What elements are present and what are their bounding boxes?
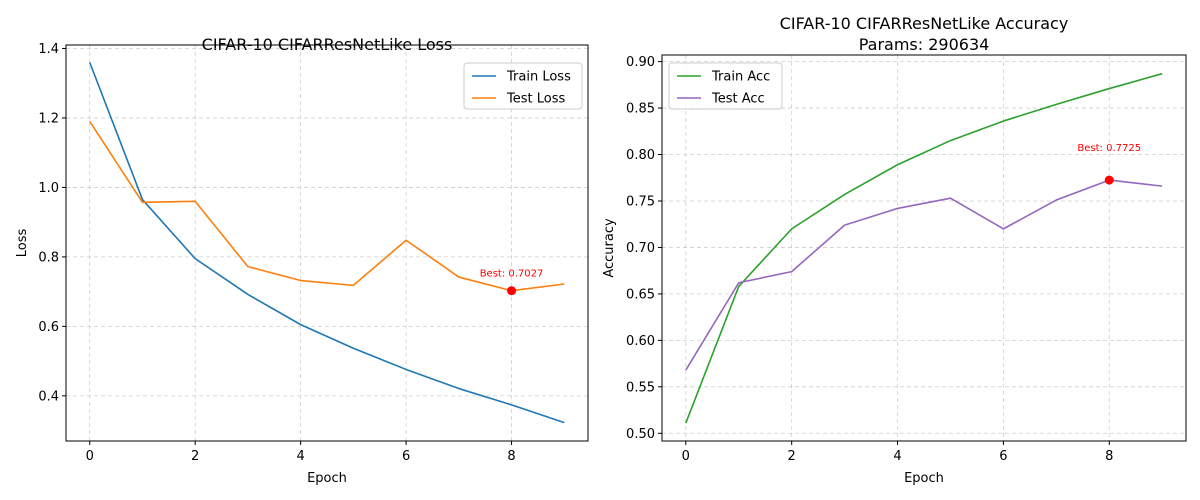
y-tick-label: 0.60	[626, 334, 655, 349]
y-tick-label: 0.6	[38, 320, 59, 335]
best-annotation: Best: 0.7725	[1077, 143, 1141, 154]
legend: Train Loss Test Loss	[463, 62, 583, 110]
legend-label: Test Acc	[711, 92, 765, 107]
x-tick-label: 4	[893, 449, 901, 464]
x-tick-label: 6	[402, 449, 410, 464]
y-axis-label: Accuracy	[602, 218, 617, 278]
series-line-train-acc	[685, 72, 1163, 424]
y-axis-label: Loss	[15, 229, 30, 258]
x-tick-label: 0	[682, 449, 690, 464]
y-tick-label: 0.90	[626, 55, 655, 70]
x-tick-label: 2	[191, 449, 199, 464]
y-tick-label: 1.2	[38, 111, 59, 126]
best-annotation: Best: 0.7027	[480, 269, 544, 280]
x-tick-label: 4	[296, 449, 304, 464]
y-tick-label: 0.4	[38, 389, 59, 404]
chart-subtitle: Params: 290634	[859, 35, 990, 54]
best-point-marker	[1104, 175, 1114, 185]
x-tick-label: 8	[1105, 449, 1113, 464]
accuracy-chart: CIFAR-10 CIFARResNetLike Accuracy Params…	[602, 14, 1187, 486]
legend-label: Train Acc	[711, 70, 770, 85]
x-axis-label: Epoch	[307, 471, 347, 486]
x-tick-label: 8	[507, 449, 515, 464]
legend-label: Train Loss	[506, 70, 571, 85]
x-tick-label: 0	[86, 449, 94, 464]
x-tick-label: 6	[999, 449, 1007, 464]
y-tick-label: 0.80	[626, 148, 655, 163]
x-axis-label: Epoch	[904, 471, 944, 486]
y-tick-label: 0.8	[38, 250, 59, 265]
series-line-train-loss	[88, 62, 565, 424]
y-tick-label: 0.75	[626, 194, 655, 209]
series-line-test-acc	[685, 179, 1163, 371]
series-line-test-loss	[89, 120, 565, 292]
y-tick-label: 0.50	[626, 427, 655, 442]
chart-title: CIFAR-10 CIFARResNetLike Accuracy	[780, 14, 1069, 33]
y-tick-label: 0.70	[626, 241, 655, 256]
y-tick-label: 0.65	[626, 287, 655, 302]
best-point-marker	[507, 286, 517, 296]
y-tick-label: 0.85	[626, 102, 655, 117]
y-tick-label: 1.0	[38, 181, 59, 196]
x-tick-label: 2	[788, 449, 796, 464]
plot-frame	[65, 44, 589, 442]
y-tick-label: 1.4	[38, 42, 59, 57]
plot-frame	[661, 54, 1187, 442]
loss-chart: CIFAR-10 CIFARResNetLike Loss 0 2 4 6 80.40.…	[15, 35, 589, 486]
legend: Train Acc Test Acc	[668, 62, 783, 110]
legend-label: Test Loss	[506, 92, 565, 107]
y-tick-label: 0.55	[626, 380, 655, 395]
